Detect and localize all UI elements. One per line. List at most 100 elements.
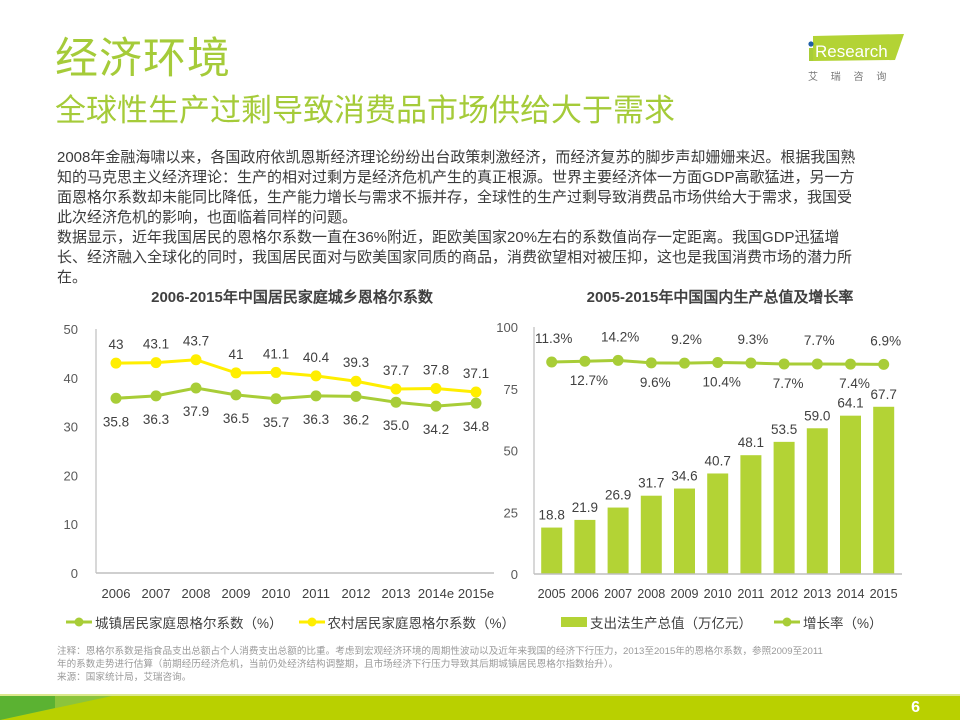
data-point bbox=[390, 396, 402, 408]
x-tick-label: 2015 bbox=[870, 587, 898, 601]
green-line-marker-icon bbox=[66, 617, 92, 627]
legend-label-gdp: 支出法生产总值（万亿元） bbox=[590, 616, 752, 631]
growth-rate-label: 6.9% bbox=[870, 333, 901, 348]
data-label: 37.1 bbox=[463, 366, 489, 381]
legend-label-growth: 增长率（%） bbox=[803, 616, 883, 631]
data-point bbox=[470, 386, 482, 398]
x-tick-label: 2012 bbox=[770, 587, 798, 601]
y-tick-label: 0 bbox=[511, 567, 518, 582]
gdp-bar bbox=[541, 527, 563, 574]
x-tick-label: 2010 bbox=[704, 587, 732, 601]
bar-value-label: 18.8 bbox=[539, 508, 565, 523]
y-tick-label: 75 bbox=[504, 382, 518, 397]
growth-rate-label: 7.7% bbox=[773, 376, 804, 391]
y-tick-label: 0 bbox=[71, 566, 78, 581]
series-line-urban bbox=[115, 386, 477, 408]
growth-data-point bbox=[778, 358, 790, 370]
footnotes: 注释：恩格尔系数是指食品支出总额占个人消费支出总额的比重。考虑到宏观经济环境的周… bbox=[57, 645, 823, 684]
data-label: 39.3 bbox=[343, 355, 369, 370]
gdp-bar bbox=[574, 519, 596, 574]
engel-chart-title: 2006-2015年中国居民家庭城乡恩格尔系数 bbox=[151, 289, 433, 306]
y-tick-label: 50 bbox=[64, 322, 78, 337]
growth-data-point bbox=[811, 358, 823, 370]
page-number: 6 bbox=[911, 699, 920, 716]
x-tick-label: 2013 bbox=[803, 587, 831, 601]
data-point bbox=[110, 392, 122, 404]
growth-rate-label: 7.7% bbox=[804, 333, 835, 348]
x-tick-label: 2007 bbox=[604, 587, 632, 601]
yellow-line-marker-icon bbox=[298, 617, 325, 627]
data-point bbox=[110, 357, 122, 369]
x-tick-label: 2009 bbox=[222, 586, 251, 601]
bar-value-label: 67.7 bbox=[871, 387, 897, 402]
x-tick-label: 2014 bbox=[836, 587, 864, 601]
data-point bbox=[190, 382, 202, 394]
data-point bbox=[350, 375, 362, 387]
body-text: 2008年金融海啸以来，各国政府依凯恩斯经济理论纷纷出台政策刺激经济，而经济复苏… bbox=[57, 148, 917, 288]
y-tick-label: 25 bbox=[504, 505, 518, 520]
x-tick-label: 2006 bbox=[571, 587, 599, 601]
x-tick-label: 2011 bbox=[737, 587, 764, 601]
legend-item-gdp: 支出法生产总值（万亿元） bbox=[561, 612, 752, 632]
data-label: 35.7 bbox=[263, 415, 289, 430]
body-line: 知的马克思主义经济理论：生产的相对过剩方是经济危机产生的真正根源。世界主要经济体… bbox=[57, 169, 855, 186]
x-tick-label: 2007 bbox=[142, 586, 171, 601]
data-point bbox=[230, 389, 242, 401]
growth-data-point bbox=[845, 358, 856, 370]
gdp-bar bbox=[707, 473, 729, 574]
gdp-chart-legend: 支出法生产总值（万亿元） 增长率（%） bbox=[561, 612, 905, 632]
data-label: 34.8 bbox=[463, 419, 489, 434]
growth-data-point bbox=[878, 358, 890, 370]
data-point bbox=[470, 397, 482, 409]
gdp-bar bbox=[806, 428, 828, 574]
y-tick-label: 20 bbox=[64, 468, 78, 483]
data-label: 36.3 bbox=[143, 412, 169, 427]
body-line: 数据显示，近年我国居民的恩格尔系数一直在36%附近，距欧美国家20%左右的系数值… bbox=[57, 229, 840, 246]
note-line: 年的系数走势进行估算（前期经历经济危机，当前仍处经济结构调整期，且市场经济下行压… bbox=[57, 659, 619, 670]
bar-value-label: 53.5 bbox=[771, 422, 797, 437]
data-point bbox=[430, 400, 442, 412]
data-label: 41 bbox=[228, 347, 243, 362]
footer-band bbox=[0, 694, 960, 720]
bar-value-label: 21.9 bbox=[572, 500, 598, 515]
gdp-bar bbox=[773, 441, 795, 574]
logo-brand: Research bbox=[815, 42, 888, 61]
data-label: 35.8 bbox=[103, 414, 129, 429]
data-label: 43.7 bbox=[183, 334, 209, 349]
growth-data-point bbox=[679, 357, 690, 369]
legend-item-rural: 农村居民家庭恩格尔系数（%） bbox=[298, 612, 515, 632]
data-label: 37.7 bbox=[383, 363, 409, 378]
gdp-growth-chart: 0 25 50 75 100 18.8 21.9 26.9 31.7 34.6 40.7 48.1 53… bbox=[496, 320, 902, 601]
x-tick-label: 2008 bbox=[637, 587, 665, 601]
page-subtitle: 全球性生产过剩导致消费品市场供给大于需求 bbox=[55, 93, 675, 128]
engel-coefficient-chart: 0 10 20 30 40 50 2006 2007 2008 2009 2010 2011 2012 2… bbox=[64, 322, 495, 601]
growth-rate-label: 14.2% bbox=[601, 329, 639, 344]
bar-value-label: 40.7 bbox=[705, 453, 731, 468]
source-line: 来源：国家统计局，艾瑞咨询。 bbox=[57, 672, 192, 683]
gdp-bar bbox=[674, 488, 695, 574]
bar-swatch-icon bbox=[561, 617, 587, 627]
data-label: 36.3 bbox=[303, 412, 329, 427]
y-tick-label: 10 bbox=[64, 517, 78, 532]
green-line-marker-icon bbox=[774, 617, 800, 627]
data-point bbox=[150, 390, 162, 402]
gdp-bar bbox=[640, 495, 662, 574]
engel-chart-legend: 城镇居民家庭恩格尔系数（%） 农村居民家庭恩格尔系数（%） bbox=[66, 612, 531, 632]
logo-i-stem bbox=[809, 48, 813, 61]
data-point bbox=[310, 370, 322, 382]
growth-rate-label: 9.3% bbox=[738, 332, 769, 347]
x-tick-label: 2006 bbox=[102, 586, 131, 601]
series-line-rural bbox=[115, 358, 477, 394]
growth-data-point bbox=[579, 355, 591, 367]
growth-rate-label: 7.4% bbox=[839, 376, 870, 391]
data-label: 40.4 bbox=[303, 350, 330, 365]
data-point bbox=[150, 357, 162, 369]
data-point bbox=[310, 390, 322, 402]
y-tick-label: 30 bbox=[64, 420, 78, 435]
y-tick-label: 100 bbox=[496, 320, 518, 335]
iresearch-logo: Research 艾 瑞 咨 询 bbox=[808, 34, 904, 83]
logo-banner bbox=[813, 34, 904, 61]
y-tick-label: 40 bbox=[64, 371, 78, 386]
data-label: 34.2 bbox=[423, 422, 449, 437]
gdp-bar bbox=[840, 415, 861, 574]
